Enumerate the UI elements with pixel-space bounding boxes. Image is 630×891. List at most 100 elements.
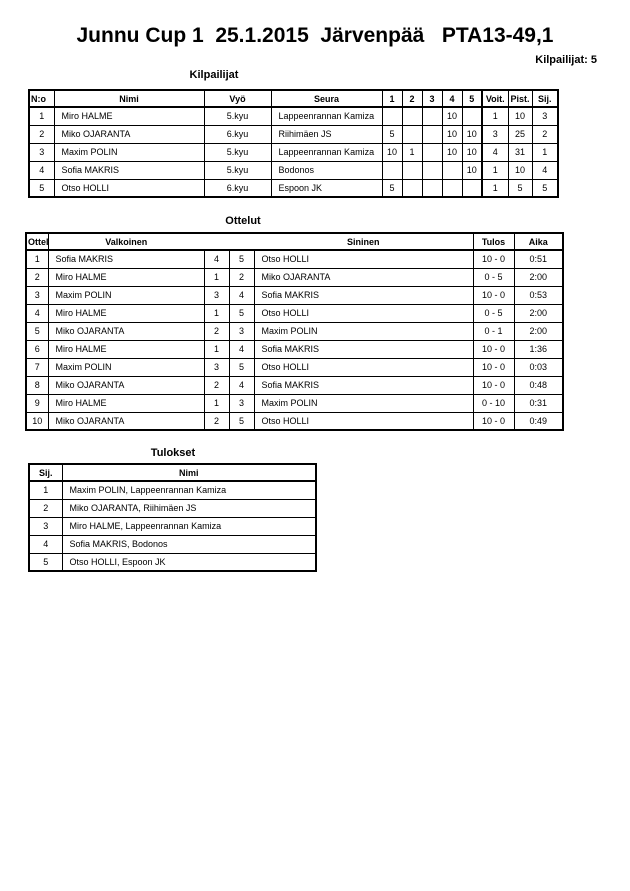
cell-time: 0:31 bbox=[513, 393, 564, 413]
cell-no: 2 bbox=[28, 124, 55, 144]
cell-match-no: 7 bbox=[25, 357, 49, 377]
cell-place: 4 bbox=[531, 160, 559, 180]
table-row: 5 Miko OJARANTA 2 3 Maxim POLIN 0 - 1 2:… bbox=[25, 321, 564, 341]
cell-blue-no: 5 bbox=[228, 411, 255, 431]
cell-time: 0:48 bbox=[513, 375, 564, 395]
cell-no: 1 bbox=[28, 106, 55, 126]
competitors-table: N:o Nimi Vyö Seura 1 2 3 4 5 Voit. Pist.… bbox=[28, 89, 559, 198]
cell-round-1: 5 bbox=[381, 124, 403, 144]
cell-round-5: 10 bbox=[461, 160, 483, 180]
results-table: Sij. Nimi 1 Maxim POLIN, Lappeenrannan K… bbox=[28, 463, 317, 572]
cell-time: 2:00 bbox=[513, 321, 564, 341]
table-header-row: Ottelu Valkoinen Sininen Tulos Aika bbox=[25, 232, 564, 251]
cell-points: 10 bbox=[507, 160, 533, 180]
table-row: 5 Otso HOLLI 6.kyu Espoon JK 5 1 5 5 bbox=[28, 178, 559, 198]
cell-blue-name: Sofia MAKRIS bbox=[253, 285, 474, 305]
table-row: 2 Miko OJARANTA, Riihimäen JS bbox=[28, 498, 317, 518]
cell-round-1 bbox=[381, 106, 403, 126]
cell-round-5 bbox=[461, 178, 483, 198]
cell-match-no: 6 bbox=[25, 339, 49, 359]
cell-blue-no: 5 bbox=[228, 357, 255, 377]
cell-place: 5 bbox=[531, 178, 559, 198]
col-header-place: Sij. bbox=[28, 463, 63, 482]
cell-no: 3 bbox=[28, 142, 55, 162]
cell-time: 0:51 bbox=[513, 249, 564, 269]
cell-time: 0:53 bbox=[513, 285, 564, 305]
table-row: 1 Maxim POLIN, Lappeenrannan Kamiza bbox=[28, 480, 317, 500]
cell-no: 4 bbox=[28, 160, 55, 180]
col-header-club: Seura bbox=[270, 89, 383, 108]
col-header-place: Sij. bbox=[531, 89, 559, 108]
cell-place: 3 bbox=[531, 106, 559, 126]
matches-table: Ottelu Valkoinen Sininen Tulos Aika 1 So… bbox=[25, 232, 564, 431]
cell-white-no: 1 bbox=[203, 303, 230, 323]
table-row: 4 Sofia MAKRIS, Bodonos bbox=[28, 534, 317, 554]
cell-round-2: 1 bbox=[401, 142, 423, 162]
cell-place: 1 bbox=[531, 142, 559, 162]
cell-place: 3 bbox=[28, 516, 63, 536]
cell-belt: 6.kyu bbox=[203, 124, 272, 144]
cell-blue-name: Otso HOLLI bbox=[253, 249, 474, 269]
cell-blue-no: 4 bbox=[228, 375, 255, 395]
cell-round-4: 10 bbox=[441, 142, 463, 162]
cell-round-2 bbox=[401, 106, 423, 126]
section-title-results: Tulokset bbox=[150, 447, 196, 459]
cell-white-name: Miro HALME bbox=[47, 339, 205, 359]
table-row: 1 Sofia MAKRIS 4 5 Otso HOLLI 10 - 0 0:5… bbox=[25, 249, 564, 269]
col-header-round-4: 4 bbox=[441, 89, 463, 108]
cell-white-no: 1 bbox=[203, 339, 230, 359]
table-row: 7 Maxim POLIN 3 5 Otso HOLLI 10 - 0 0:03 bbox=[25, 357, 564, 377]
cell-result: 10 - 0 bbox=[472, 249, 515, 269]
cell-white-name: Miro HALME bbox=[47, 267, 205, 287]
cell-wins: 1 bbox=[481, 106, 509, 126]
col-header-white: Valkoinen bbox=[47, 232, 204, 251]
cell-white-no: 3 bbox=[203, 357, 230, 377]
cell-blue-no: 4 bbox=[228, 285, 255, 305]
cell-white-name: Maxim POLIN bbox=[47, 285, 205, 305]
cell-name: Sofia MAKRIS bbox=[53, 160, 205, 180]
col-header-white-no bbox=[204, 232, 229, 251]
cell-white-name: Miro HALME bbox=[47, 393, 205, 413]
table-row: 3 Maxim POLIN 3 4 Sofia MAKRIS 10 - 0 0:… bbox=[25, 285, 564, 305]
col-header-no: N:o bbox=[28, 89, 55, 108]
cell-belt: 5.kyu bbox=[203, 106, 272, 126]
cell-result: 0 - 1 bbox=[472, 321, 515, 341]
cell-round-3 bbox=[421, 160, 443, 180]
cell-round-1 bbox=[381, 160, 403, 180]
cell-name: Maxim POLIN bbox=[53, 142, 205, 162]
cell-place: 4 bbox=[28, 534, 63, 554]
cell-name: Otso HOLLI bbox=[53, 178, 205, 198]
table-row: 9 Miro HALME 1 3 Maxim POLIN 0 - 10 0:31 bbox=[25, 393, 564, 413]
cell-name: Miko OJARANTA bbox=[53, 124, 205, 144]
cell-time: 1:36 bbox=[513, 339, 564, 359]
col-header-name: Nimi bbox=[53, 89, 205, 108]
cell-blue-name: Maxim POLIN bbox=[253, 393, 474, 413]
cell-place: 2 bbox=[531, 124, 559, 144]
cell-name: Miro HALME, Lappeenrannan Kamiza bbox=[61, 516, 317, 536]
cell-white-no: 1 bbox=[203, 267, 230, 287]
col-header-round-3: 3 bbox=[421, 89, 443, 108]
cell-round-3 bbox=[421, 178, 443, 198]
cell-blue-name: Miko OJARANTA bbox=[253, 267, 474, 287]
cell-points: 10 bbox=[507, 106, 533, 126]
cell-match-no: 3 bbox=[25, 285, 49, 305]
section-title-matches: Ottelut bbox=[225, 215, 261, 227]
cell-blue-no: 5 bbox=[228, 303, 255, 323]
cell-round-2 bbox=[401, 178, 423, 198]
col-header-blue: Sininen bbox=[254, 232, 474, 251]
cell-round-4: 10 bbox=[441, 124, 463, 144]
cell-white-no: 2 bbox=[203, 375, 230, 395]
table-header-row: Sij. Nimi bbox=[28, 463, 317, 482]
competitors-count: Kilpailijat: 5 bbox=[535, 54, 597, 66]
cell-match-no: 10 bbox=[25, 411, 49, 431]
table-row: 10 Miko OJARANTA 2 5 Otso HOLLI 10 - 0 0… bbox=[25, 411, 564, 431]
table-row: 5 Otso HOLLI, Espoon JK bbox=[28, 552, 317, 572]
cell-time: 0:49 bbox=[513, 411, 564, 431]
table-row: 6 Miro HALME 1 4 Sofia MAKRIS 10 - 0 1:3… bbox=[25, 339, 564, 359]
cell-place: 2 bbox=[28, 498, 63, 518]
cell-white-no: 2 bbox=[203, 411, 230, 431]
table-row: 4 Sofia MAKRIS 5.kyu Bodonos 10 1 10 4 bbox=[28, 160, 559, 180]
cell-name: Maxim POLIN, Lappeenrannan Kamiza bbox=[61, 480, 317, 500]
table-row: 2 Miko OJARANTA 6.kyu Riihimäen JS 5 10 … bbox=[28, 124, 559, 144]
